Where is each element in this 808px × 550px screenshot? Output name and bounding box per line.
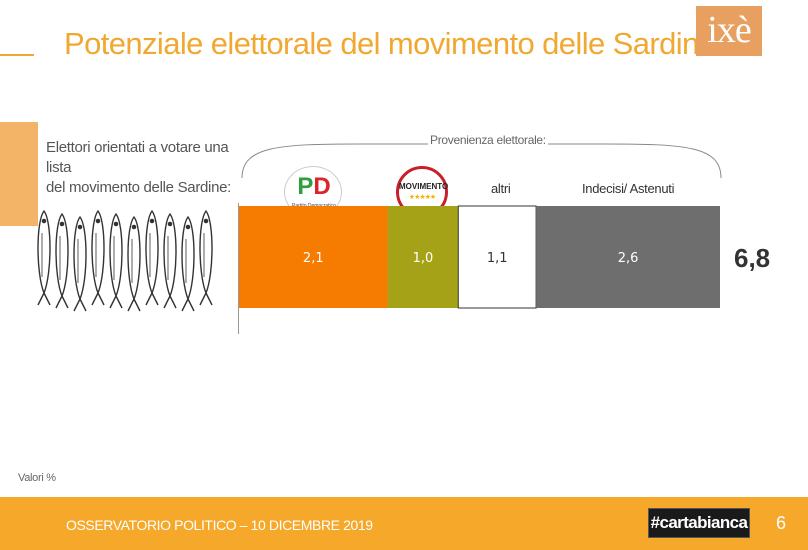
- category-label-altri: altri: [491, 181, 511, 196]
- values-note: Valori %: [18, 472, 56, 484]
- page-number: 6: [776, 513, 787, 533]
- footer-bar: OSSERVATORIO POLITICO – 10 DICEMBRE 2019…: [0, 497, 808, 550]
- sardines-illustration: [37, 209, 213, 312]
- pd-letter-p: P: [297, 173, 314, 200]
- pd-letter-d: D: [313, 173, 331, 200]
- bar-segment-4: [536, 206, 720, 308]
- bar-segment-1: [239, 206, 388, 308]
- m5s-word: MOVIMENTO: [399, 182, 449, 191]
- m5s-stars-icon: ★★★★★: [408, 194, 436, 201]
- intro-line-2: del movimento delle Sardine:: [46, 179, 232, 196]
- page-title: Potenziale elettorale del movimento dell…: [64, 26, 716, 61]
- provenance-label: Provenienza elettorale:: [428, 133, 548, 147]
- bar-value-label-4: 2,6: [618, 251, 639, 266]
- bar-segment-3: [457, 205, 537, 309]
- title-accent-rule: [0, 54, 34, 56]
- bar-value-label-1: 2,1: [303, 251, 324, 266]
- bar-segment-2: [387, 206, 459, 308]
- intro-line-1: Elettori orientati a votare una lista: [46, 139, 229, 176]
- footer-text: OSSERVATORIO POLITICO – 10 DICEMBRE 2019: [66, 517, 373, 533]
- chart-axis-line: [238, 203, 239, 334]
- category-label-indecisi: Indecisi/ Astenuti: [582, 181, 675, 196]
- intro-text: Elettori orientati a votare una lista de…: [46, 138, 256, 198]
- total-value-label: 6,8: [734, 243, 771, 273]
- bar-value-label-2: 1,0: [413, 251, 434, 266]
- ixe-logo: ixè: [696, 6, 762, 56]
- cartabianca-badge: #cartabianca: [648, 508, 750, 538]
- side-accent-block: [0, 122, 38, 226]
- bar-value-label-3: 1,1: [487, 251, 508, 266]
